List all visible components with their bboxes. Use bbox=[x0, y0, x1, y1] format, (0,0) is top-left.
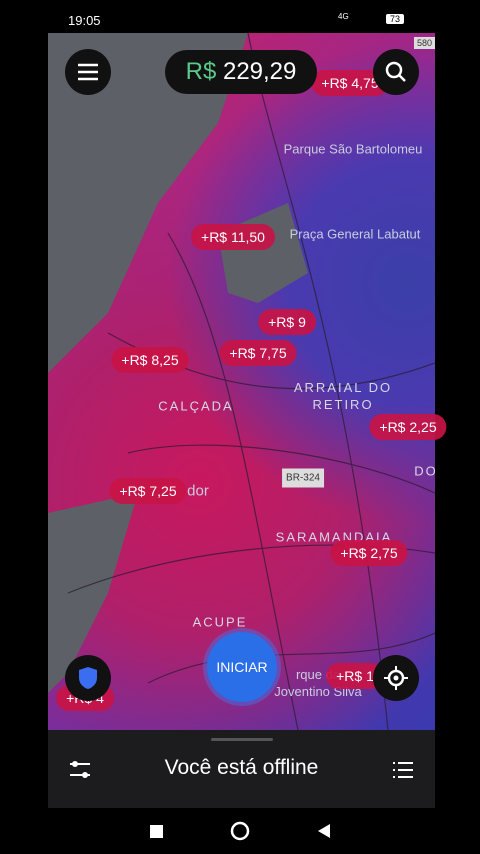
network: 4G bbox=[338, 12, 349, 21]
map-label: Parque São Bartolomeu bbox=[283, 141, 423, 157]
list-icon[interactable] bbox=[391, 758, 415, 782]
search-icon bbox=[385, 61, 406, 82]
surge-label: +R$ 2,25 bbox=[369, 414, 447, 440]
map-label: ACUPE bbox=[192, 614, 248, 630]
back-button[interactable] bbox=[318, 824, 330, 838]
route-badge: 580 bbox=[414, 37, 435, 49]
status-text: Você está offline bbox=[164, 756, 319, 779]
menu-icon bbox=[78, 63, 98, 81]
nav-bar bbox=[150, 821, 330, 841]
surge-label: +R$ 7,25 bbox=[109, 478, 187, 504]
surge-label: +R$ 11,50 bbox=[191, 224, 275, 250]
home-button[interactable] bbox=[230, 821, 250, 841]
menu-button[interactable] bbox=[65, 49, 111, 95]
search-button[interactable] bbox=[373, 49, 419, 95]
clock: 19:05 bbox=[68, 13, 101, 28]
start-button[interactable]: INICIAR bbox=[207, 632, 277, 702]
highway-badge: BR-324 bbox=[282, 468, 324, 488]
recents-button[interactable] bbox=[150, 825, 163, 838]
map-label: CALÇADA bbox=[158, 398, 234, 414]
map-label: dor bbox=[187, 482, 209, 500]
safety-button[interactable] bbox=[65, 655, 111, 701]
locate-button[interactable] bbox=[373, 655, 419, 701]
map-label: DO bbox=[414, 463, 435, 479]
shield-icon bbox=[79, 667, 97, 689]
surge-label: +R$ 8,25 bbox=[111, 347, 189, 373]
earnings: 229,29 bbox=[222, 58, 297, 85]
earnings-pill[interactable]: R$ 229,29 bbox=[165, 50, 317, 94]
handle bbox=[211, 738, 273, 741]
preferences-icon[interactable] bbox=[68, 758, 92, 782]
map[interactable]: 580 Parque São Bartolomeu Praça General … bbox=[48, 33, 435, 730]
battery: 73 bbox=[386, 14, 405, 24]
status-bar: 19:05 4G 73 bbox=[0, 0, 480, 33]
map-label: ARRAIAL DO RETIRO bbox=[293, 380, 393, 412]
surge-label: +R$ 2,75 bbox=[330, 540, 408, 566]
map-label: Praça General Labatut bbox=[289, 226, 421, 242]
locate-icon bbox=[384, 666, 408, 690]
surge-label: +R$ 9 bbox=[258, 309, 316, 335]
bottom-panel: Você está offline bbox=[48, 730, 435, 808]
currency: R$ bbox=[185, 58, 217, 85]
surge-label: +R$ 7,75 bbox=[219, 340, 297, 366]
